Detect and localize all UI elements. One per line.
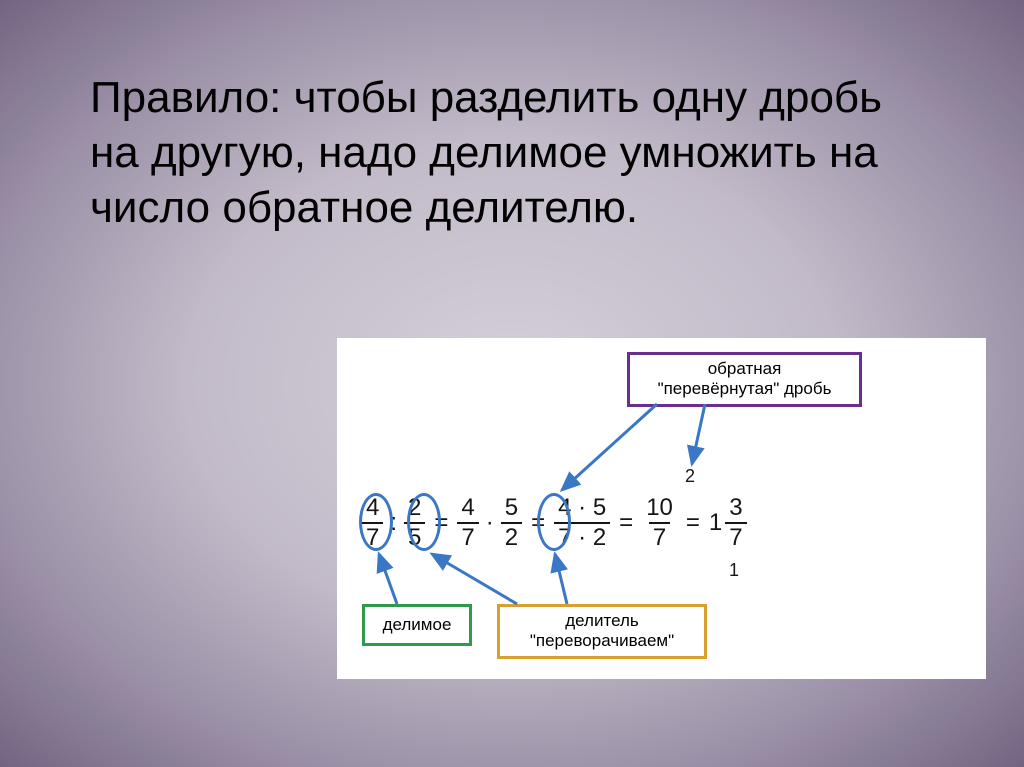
op-equals-3: = bbox=[610, 509, 642, 537]
box-divisor-line1: делитель bbox=[506, 611, 698, 631]
fraction-5-num: 4 · 5 bbox=[554, 496, 610, 522]
fraction-result-num: 3 bbox=[725, 496, 746, 522]
op-equals-1: = bbox=[425, 509, 457, 537]
box-inverse-fraction: обратная "перевёрнутая" дробь bbox=[627, 352, 862, 407]
box-dividend-label: делимое bbox=[371, 615, 463, 635]
op-dot: · bbox=[479, 509, 501, 537]
fraction-4: 5 2 bbox=[501, 496, 522, 550]
box-inverse-line2: "перевёрнутая" дробь bbox=[636, 379, 853, 399]
fraction-result: 3 7 bbox=[725, 496, 746, 550]
op-colon: : bbox=[383, 509, 404, 537]
fraction-3: 4 7 bbox=[457, 496, 478, 550]
fraction-5: 4 · 5 7 · 2 bbox=[554, 496, 610, 550]
cancel-subscript-1: 1 bbox=[729, 560, 739, 581]
fraction-1: 4 7 bbox=[362, 496, 383, 550]
box-divisor: делитель "переворачиваем" bbox=[497, 604, 707, 659]
fraction-2-num: 2 bbox=[404, 496, 425, 522]
box-dividend: делимое bbox=[362, 604, 472, 646]
equation-row: 4 7 : 2 5 = 4 7 · 5 2 = 4 · 5 7 · 2 bbox=[362, 496, 747, 550]
fraction-5-den: 7 · 2 bbox=[554, 522, 610, 550]
box-inverse-line1: обратная bbox=[636, 359, 853, 379]
fraction-3-den: 7 bbox=[457, 522, 478, 550]
cancel-superscript-2: 2 bbox=[685, 466, 695, 487]
fraction-4-num: 5 bbox=[501, 496, 522, 522]
rule-text: Правило: чтобы разделить одну дробь на д… bbox=[90, 70, 930, 235]
fraction-3-num: 4 bbox=[457, 496, 478, 522]
mixed-whole: 1 bbox=[709, 509, 722, 537]
fraction-6-den: 7 bbox=[649, 522, 670, 550]
fraction-result-den: 7 bbox=[725, 522, 746, 550]
fraction-4-den: 2 bbox=[501, 522, 522, 550]
fraction-1-den: 7 bbox=[362, 522, 383, 550]
diagram: обратная "перевёрнутая" дробь делимое де… bbox=[337, 338, 986, 679]
fraction-2: 2 5 bbox=[404, 496, 425, 550]
fraction-2-den: 5 bbox=[404, 522, 425, 550]
fraction-6: 10 7 bbox=[642, 496, 677, 550]
op-equals-4: = bbox=[677, 509, 709, 537]
diagram-wrapper: обратная "перевёрнутая" дробь делимое де… bbox=[337, 338, 986, 679]
op-equals-2: = bbox=[522, 509, 554, 537]
box-divisor-line2: "переворачиваем" bbox=[506, 631, 698, 651]
fraction-6-num: 10 bbox=[642, 496, 677, 522]
fraction-1-num: 4 bbox=[362, 496, 383, 522]
